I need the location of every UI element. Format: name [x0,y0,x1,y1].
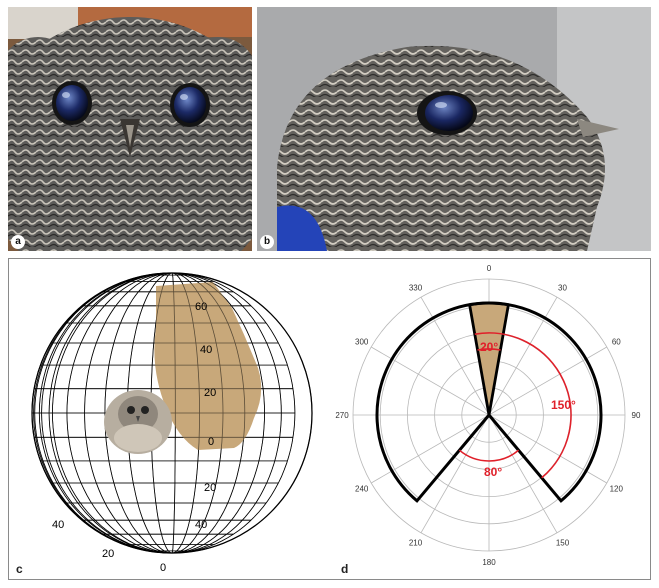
blind-arc [458,449,520,462]
annotation-150: 150° [551,398,576,412]
angle-label: 30 [558,284,567,293]
bird-front-view-image [8,7,252,251]
binocular-field-region [154,282,262,450]
angle-label: 0 [487,264,492,273]
lat-label-0: 0 [208,436,214,448]
lat-label-20-upper: 20 [204,387,216,399]
angle-label: 300 [355,338,369,347]
owl-icon [104,390,172,454]
panel-a-label: a [11,235,25,249]
lon-label-0: 0 [160,562,166,574]
photo-panel-a: a [8,7,252,251]
angle-label: 270 [335,411,349,420]
angle-label: 210 [409,538,423,547]
lat-label-60: 60 [195,301,207,313]
angle-label: 60 [612,338,621,347]
angle-label: 180 [482,558,496,567]
visual-field-polar-plot: 0 30 60 90 120 150 180 210 240 270 300 330 20° 150°… [335,264,641,567]
polar-spoke [420,414,490,533]
angle-label: 150 [556,538,570,547]
lat-label-40-upper: 40 [200,344,212,356]
angle-label: 330 [409,284,423,293]
angle-label: 240 [355,485,369,494]
polar-angle-labels: 0 30 60 90 120 150 180 210 240 270 300 330 [335,264,641,567]
panel-b-label: b [260,235,274,249]
lat-label-20-lower: 20 [204,482,216,494]
polar-spoke [371,346,490,416]
polar-spoke [371,414,490,484]
panel-d-label: d [341,562,349,576]
lon-label-40: 40 [52,519,64,531]
visual-field-outline [375,301,603,503]
panel-c-label: c [16,562,23,576]
angle-label: 90 [632,411,641,420]
lat-label-40-lower: 40 [195,519,207,531]
bird-side-view-image [257,7,651,251]
polar-spoke [488,414,558,533]
photo-panel-b: b [257,7,651,251]
binocular-sector [467,301,511,416]
monocular-arc [474,332,572,479]
panel-cd-frame [8,258,651,580]
annotation-80: 80° [484,465,502,479]
binocular-arc [477,348,501,351]
visual-field-globe: 60 40 20 0 20 40 40 20 0 [31,272,313,574]
angle-label: 120 [610,485,624,494]
lon-label-20: 20 [102,548,114,560]
annotation-20: 20° [480,340,498,354]
